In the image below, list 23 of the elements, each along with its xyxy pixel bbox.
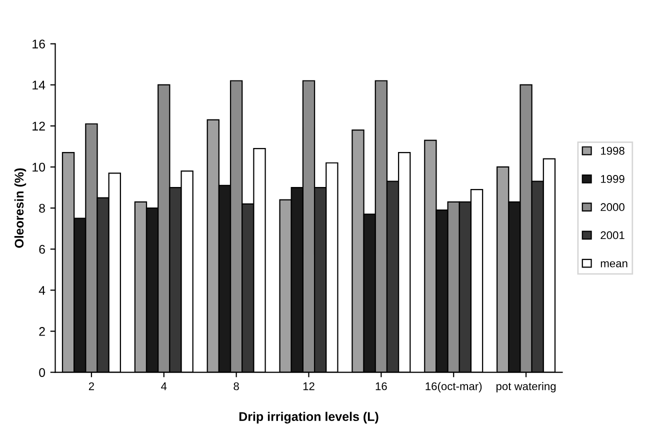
y-tick-label: 4 xyxy=(38,286,46,295)
y-tick-label: 6 xyxy=(39,244,45,254)
x-axis-title: Drip irrigation levels (L) xyxy=(239,412,378,424)
y-tick-label: 0 xyxy=(39,368,46,377)
y-tick-label: 16 xyxy=(32,40,45,48)
y-axis-title: Oleoresin (%) xyxy=(14,168,26,248)
x-tick-label: 12 xyxy=(303,382,314,390)
x-tick-label: 16 xyxy=(376,382,387,390)
y-tick-label: 2 xyxy=(39,327,45,336)
x-tick-label: 16(oct-mar) xyxy=(426,382,482,392)
x-tick-label: pot watering xyxy=(496,382,556,392)
x-tick-label: 2 xyxy=(88,382,94,390)
legend-label: 1999 xyxy=(601,175,624,183)
x-tick-label: 4 xyxy=(161,382,167,390)
legend-label: 2001 xyxy=(600,231,624,240)
y-tick-label: 14 xyxy=(32,80,46,90)
x-tick-label: 8 xyxy=(234,382,239,390)
legend-label: 2000 xyxy=(600,203,624,212)
y-tick-label: 12 xyxy=(32,122,45,130)
y-tick-label: 10 xyxy=(32,162,46,172)
legend-label: mean xyxy=(600,261,628,268)
y-tick-label: 8 xyxy=(39,204,45,213)
legend-label: 1998 xyxy=(601,146,624,155)
